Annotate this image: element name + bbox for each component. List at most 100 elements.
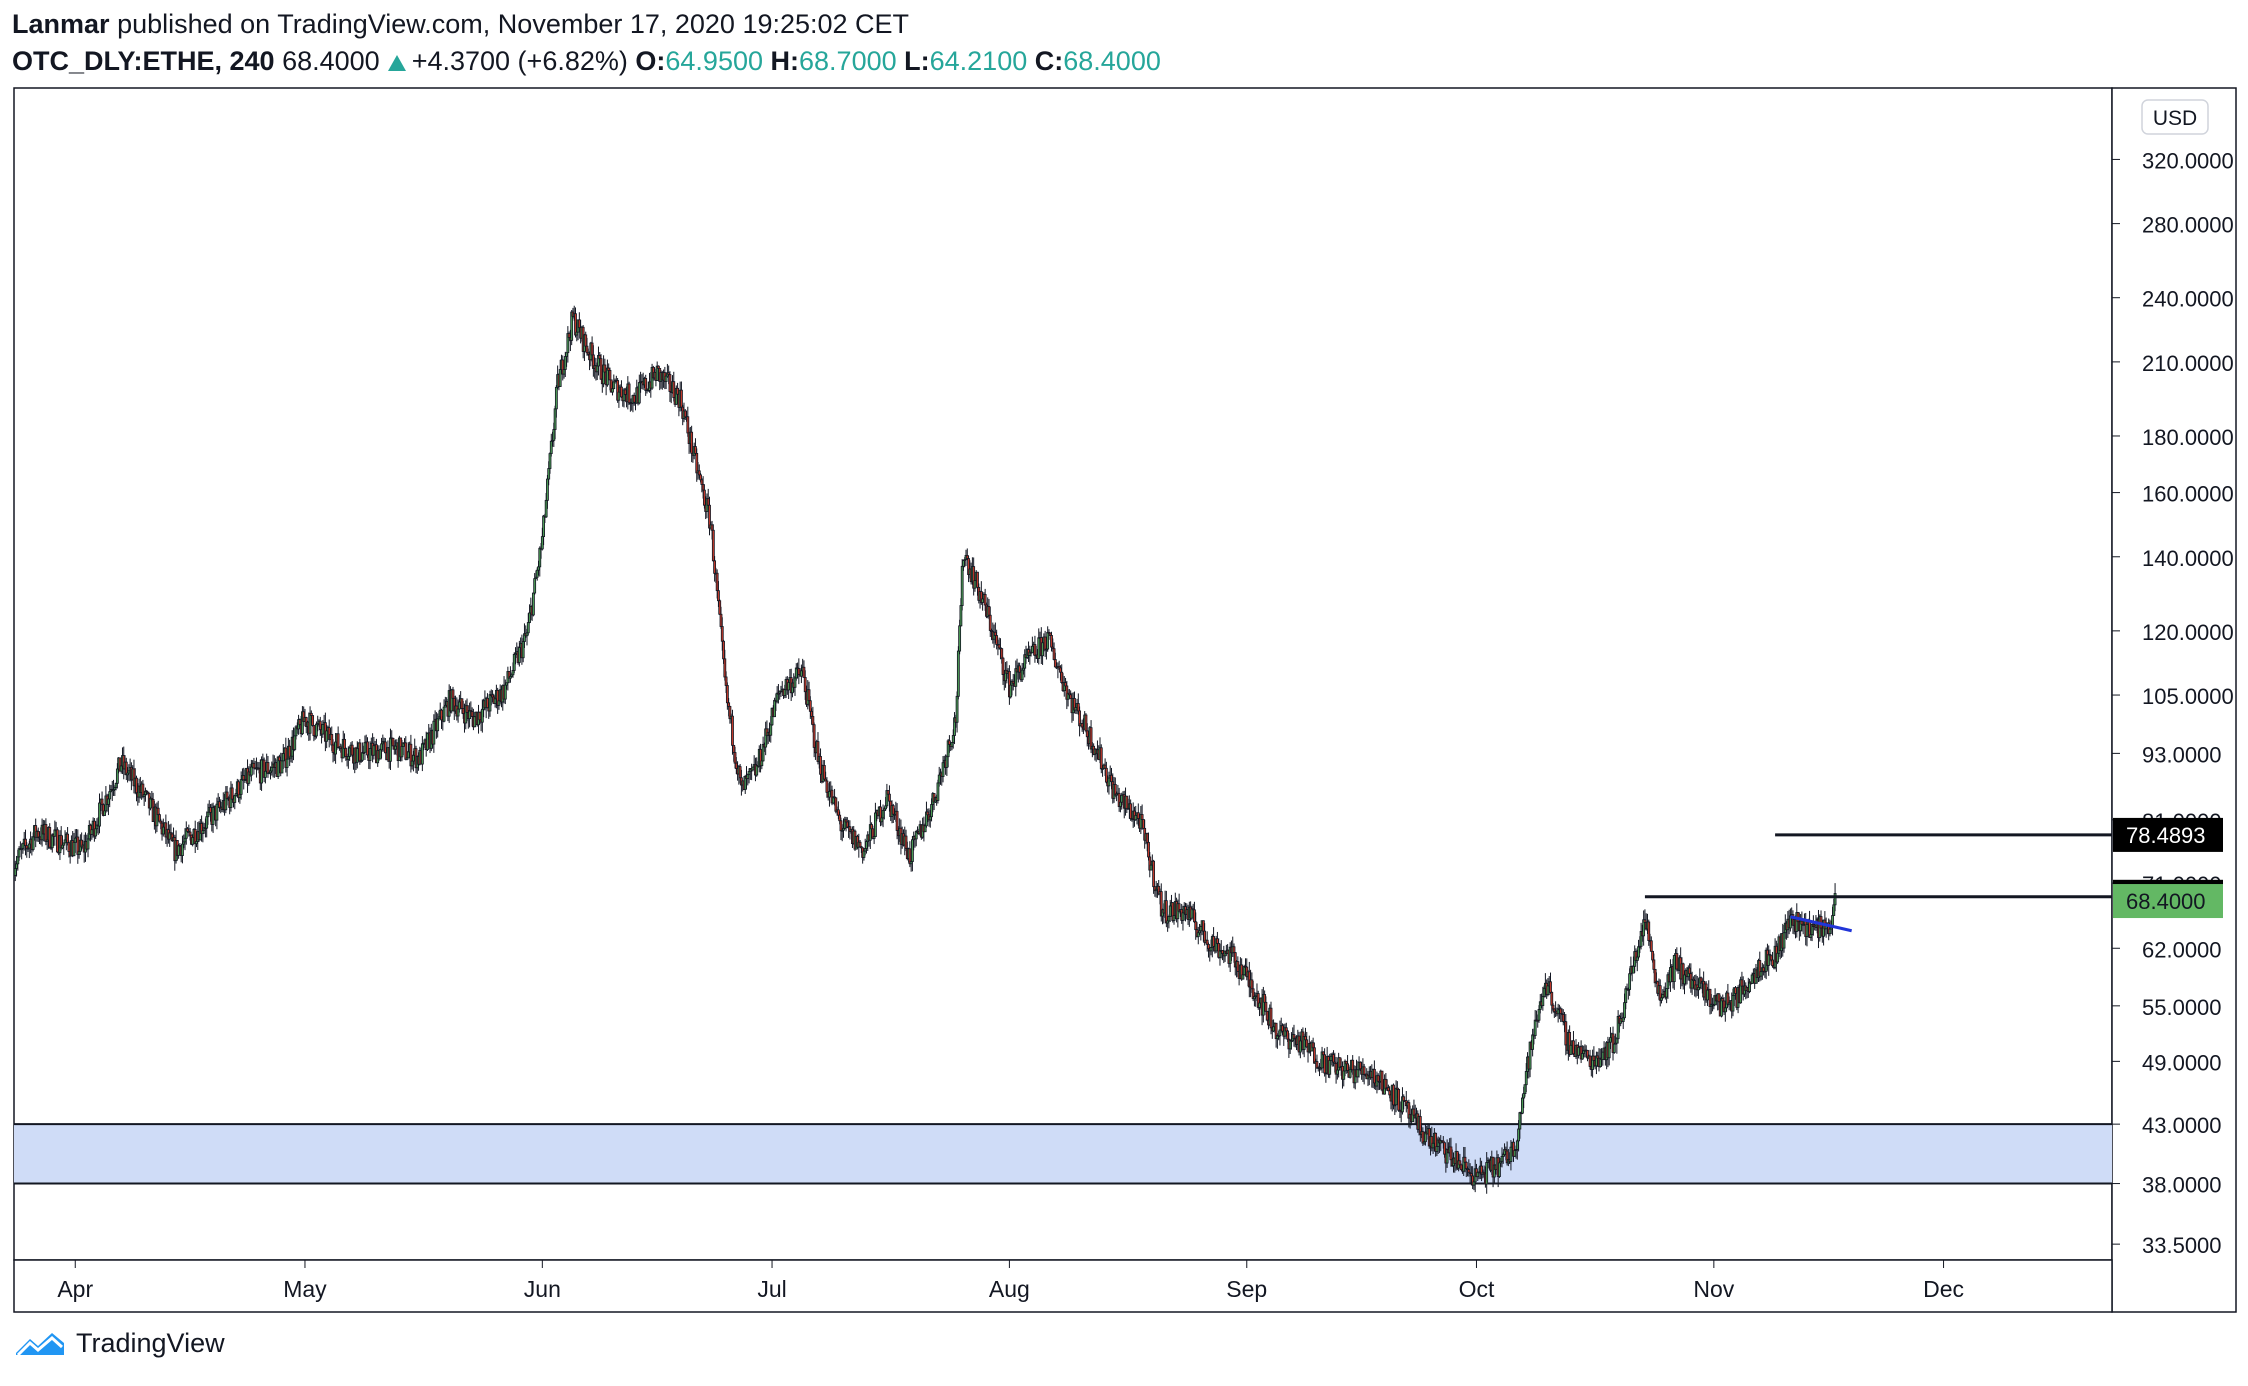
candle-up[interactable] [884, 805, 888, 810]
candle-down[interactable] [680, 389, 683, 408]
candle-up[interactable] [1624, 988, 1628, 1004]
candle-down[interactable] [343, 738, 346, 749]
candle-down[interactable] [888, 793, 891, 802]
candle-up[interactable] [456, 708, 460, 717]
candle-down[interactable] [1550, 991, 1554, 1006]
candle-down[interactable] [312, 725, 316, 737]
candle-down[interactable] [1080, 723, 1084, 728]
candle-up[interactable] [958, 625, 962, 652]
candle-up[interactable] [1515, 1140, 1519, 1150]
candle-up[interactable] [1628, 973, 1632, 990]
candle-down[interactable] [632, 395, 636, 403]
candle-up[interactable] [799, 670, 803, 677]
candle-up[interactable] [981, 598, 985, 603]
candle-down[interactable] [1216, 938, 1219, 944]
time-axis[interactable] [13, 1259, 2113, 1313]
candle-down[interactable] [156, 807, 160, 816]
candle-up[interactable] [936, 782, 940, 801]
candle-down[interactable] [1193, 909, 1196, 923]
candle-up[interactable] [86, 838, 90, 850]
candle-down[interactable] [810, 710, 813, 717]
candle-up[interactable] [547, 468, 551, 480]
candle-down[interactable] [1651, 950, 1654, 961]
candle-up[interactable] [1833, 893, 1837, 906]
candle-down[interactable] [858, 841, 862, 848]
candle-down[interactable] [1397, 1089, 1401, 1111]
candle-down[interactable] [1060, 671, 1064, 683]
candle-down[interactable] [1103, 764, 1107, 769]
candle-down[interactable] [158, 814, 161, 822]
candle-down[interactable] [1771, 959, 1774, 967]
candle-up[interactable] [1665, 988, 1669, 998]
candle-up[interactable] [637, 382, 641, 404]
candle-down[interactable] [1653, 968, 1657, 984]
candle-down[interactable] [1321, 1051, 1325, 1056]
candle-up[interactable] [239, 779, 243, 795]
candle-up[interactable] [1342, 1070, 1346, 1080]
candle-down[interactable] [836, 809, 840, 816]
candle-up[interactable] [1485, 1162, 1489, 1185]
candle-down[interactable] [1052, 648, 1056, 660]
candle-up[interactable] [1328, 1060, 1332, 1075]
candle-down[interactable] [1551, 1004, 1555, 1010]
candle-up[interactable] [31, 836, 35, 850]
candle-up[interactable] [315, 723, 318, 737]
candle-down[interactable] [1443, 1142, 1446, 1155]
candle-up[interactable] [426, 732, 429, 751]
candle-down[interactable] [1125, 795, 1129, 810]
candle-up[interactable] [27, 843, 31, 849]
price-label-3[interactable] [2113, 884, 2223, 919]
candle-up[interactable] [533, 578, 537, 594]
candle-up[interactable] [1723, 1007, 1727, 1013]
candle-up[interactable] [1706, 989, 1709, 1001]
candle-down[interactable] [710, 524, 714, 531]
candle-down[interactable] [1358, 1061, 1362, 1070]
candle-down[interactable] [988, 614, 992, 631]
candle-up[interactable] [378, 749, 382, 760]
candle-down[interactable] [1561, 1014, 1565, 1022]
candle-up[interactable] [755, 765, 759, 776]
candle-up[interactable] [1533, 1019, 1537, 1036]
candle-up[interactable] [103, 810, 107, 816]
candle-up[interactable] [773, 699, 776, 718]
candle-up[interactable] [1258, 1002, 1261, 1008]
candle-up[interactable] [1172, 915, 1176, 921]
candle-down[interactable] [608, 370, 612, 381]
candle-up[interactable] [548, 453, 552, 469]
footer-brand[interactable]: TradingView [12, 1328, 225, 1359]
candle-up[interactable] [1607, 1041, 1611, 1059]
candle-down[interactable] [1059, 667, 1062, 673]
candle-up[interactable] [526, 622, 530, 634]
candle-up[interactable] [363, 742, 367, 753]
candle-down[interactable] [644, 377, 648, 391]
candle-up[interactable] [21, 843, 25, 849]
candle-down[interactable] [703, 489, 706, 506]
candle-down[interactable] [1212, 936, 1215, 947]
candle-down[interactable] [584, 334, 588, 347]
candle-down[interactable] [1549, 981, 1552, 993]
candle-down[interactable] [1129, 803, 1133, 820]
candle-up[interactable] [945, 756, 949, 768]
candle-up[interactable] [911, 839, 914, 862]
candle-up[interactable] [1348, 1068, 1352, 1078]
candle-up[interactable] [928, 816, 932, 821]
candle-down[interactable] [948, 740, 951, 745]
candle-down[interactable] [993, 631, 997, 636]
candle-up[interactable] [410, 760, 414, 767]
candle-down[interactable] [451, 689, 455, 699]
candle-down[interactable] [1207, 943, 1210, 950]
candle-up[interactable] [119, 765, 123, 772]
candle-up[interactable] [73, 837, 77, 843]
candle-down[interactable] [1734, 987, 1737, 994]
candle-up[interactable] [1669, 967, 1672, 983]
candle-up[interactable] [525, 632, 529, 637]
candle-up[interactable] [355, 748, 359, 763]
candle-down[interactable] [350, 744, 354, 756]
candle-down[interactable] [1346, 1063, 1349, 1071]
candle-up[interactable] [1472, 1181, 1476, 1186]
candle-up[interactable] [787, 682, 791, 691]
candle-down[interactable] [1467, 1169, 1471, 1173]
candle-up[interactable] [98, 802, 101, 827]
candle-down[interactable] [330, 734, 334, 746]
candle-up[interactable] [1394, 1087, 1398, 1106]
